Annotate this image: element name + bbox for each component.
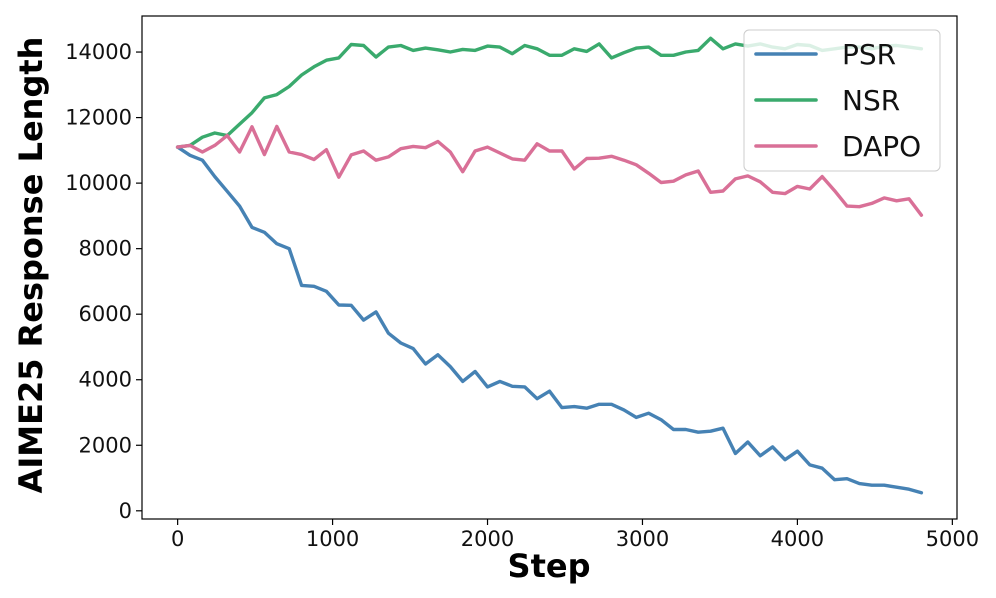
x-tick-label-5: 5000 (926, 527, 979, 551)
plot-frame (141, 15, 958, 520)
y-tick-label-6: 12000 (65, 106, 132, 130)
y-tick-label-7: 14000 (65, 40, 132, 64)
y-axis-ticks: 0 2000 4000 6000 8000 10000 12000 14000 (65, 40, 142, 523)
y-tick-label-5: 10000 (65, 171, 132, 195)
y-tick-label-0: 0 (119, 499, 132, 523)
legend-box (743, 29, 941, 172)
y-tick-label-3: 6000 (79, 302, 132, 326)
x-tick-label-2: 2000 (461, 527, 514, 551)
legend-label-psr: PSR (842, 38, 896, 71)
legend: PSR NSR DAPO (743, 29, 941, 172)
y-tick-label-1: 2000 (79, 433, 132, 457)
x-axis-title: Step (508, 547, 591, 585)
x-tick-label-1: 1000 (306, 527, 359, 551)
x-axis-ticks: 0 1000 2000 3000 4000 5000 (171, 519, 979, 551)
series-line-psr (175, 145, 924, 495)
legend-label-nsr: NSR (842, 84, 900, 117)
y-axis-title: AIME25 Response Length (12, 37, 50, 494)
x-tick-label-3: 3000 (616, 527, 669, 551)
series-line-dapo (175, 124, 924, 217)
x-tick-label-0: 0 (171, 527, 184, 551)
y-tick-label-4: 8000 (79, 237, 132, 261)
y-tick-label-2: 4000 (79, 368, 132, 392)
x-tick-label-4: 4000 (771, 527, 824, 551)
legend-label-dapo: DAPO (842, 130, 921, 163)
